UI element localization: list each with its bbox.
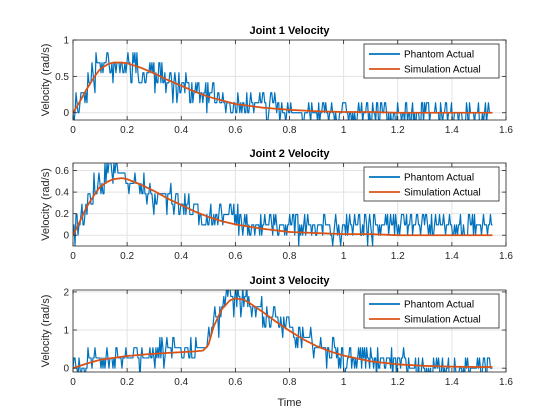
series-line-simulation-actual: [73, 177, 493, 237]
x-tick-label: 0.8: [283, 377, 297, 388]
chart-title: Joint 1 Velocity: [249, 25, 330, 37]
x-tick-label: 0.6: [228, 251, 242, 262]
subplot-3: 0 0.2 0.4 0.6 0.8 1 1.2 1.4 1.6 0 1 2 Joint 3 Veloci…: [40, 275, 513, 409]
legend-box: [363, 293, 500, 329]
series-line-simulation-actual: [73, 61, 493, 114]
x-tick-label: 0.8: [283, 251, 297, 262]
y-tick-label: 1: [63, 36, 69, 47]
legend-entry: Phantom Actual: [404, 300, 474, 311]
x-tick-label: 0.2: [120, 377, 134, 388]
x-tick-label: 1.4: [445, 125, 459, 136]
y-tick-label: 1: [63, 326, 69, 337]
x-tick-label: 0: [70, 125, 76, 136]
x-tick-label: 1.6: [499, 251, 513, 262]
x-tick-label: 0.6: [228, 377, 242, 388]
chart-title: Joint 2 Velocity: [249, 148, 330, 160]
series-group: [73, 163, 493, 246]
x-tick-label: 1.4: [445, 251, 459, 262]
series-group: [73, 52, 493, 120]
legend-entry: Simulation Actual: [404, 315, 481, 326]
y-tick-label: 0: [63, 231, 69, 242]
x-tick-label: 1: [341, 251, 347, 262]
subplot-1: 0 0.2 0.4 0.6 0.8 1 1.2 1.4 1.6 0 0.5 1 Joint 1 Velo…: [40, 25, 513, 136]
legend-box: [363, 166, 500, 202]
y-axis-label: Velocity (rad/s): [40, 168, 52, 241]
x-tick-label: 1.6: [499, 377, 513, 388]
y-tick-label: 0: [63, 108, 69, 119]
x-tick-label: 0.6: [228, 125, 242, 136]
y-tick-label: 0.4: [55, 188, 69, 199]
y-tick-label: 0.6: [55, 166, 69, 177]
x-tick-label: 0: [70, 377, 76, 388]
legend-entry: Phantom Actual: [404, 50, 474, 61]
x-tick-label: 1.2: [391, 377, 405, 388]
x-tick-label: 1.6: [499, 125, 513, 136]
x-tick-label: 1.2: [391, 125, 405, 136]
x-tick-label: 0.4: [174, 125, 188, 136]
x-tick-label: 1: [341, 125, 347, 136]
y-tick-label: 2: [63, 287, 69, 298]
legend: Phantom Actual Simulation Actual: [363, 293, 500, 329]
chart-title: Joint 3 Velocity: [249, 275, 330, 287]
legend-entry: Simulation Actual: [404, 65, 481, 76]
series-group: [73, 290, 493, 372]
series-line-phantom-actual: [73, 290, 493, 372]
y-axis-label: Velocity (rad/s): [40, 44, 52, 117]
x-tick-label: 1.4: [445, 377, 459, 388]
y-tick-label: 0.5: [55, 72, 69, 83]
subplot-2: 0 0.2 0.4 0.6 0.8 1 1.2 1.4 1.6 0 0.2 0.4 0.6 Joint 2…: [40, 148, 513, 262]
x-tick-label: 1.2: [391, 251, 405, 262]
legend-entry: Phantom Actual: [404, 173, 474, 184]
x-tick-label: 0: [70, 251, 76, 262]
x-tick-label: 0.2: [120, 251, 134, 262]
x-tick-label: 0.2: [120, 125, 134, 136]
legend: Phantom Actual Simulation Actual: [363, 166, 500, 202]
legend: Phantom Actual Simulation Actual: [363, 43, 500, 79]
legend-box: [363, 43, 500, 79]
x-tick-label: 1: [341, 377, 347, 388]
x-tick-label: 0.4: [174, 251, 188, 262]
y-axis-label: Velocity (rad/s): [40, 295, 52, 368]
x-axis-label: Time: [277, 397, 301, 409]
y-tick-label: 0: [63, 364, 69, 375]
x-tick-label: 0.4: [174, 377, 188, 388]
series-line-simulation-actual: [73, 297, 493, 370]
series-line-phantom-actual: [73, 52, 493, 120]
x-tick-label: 0.8: [283, 125, 297, 136]
subplots: 0 0.2 0.4 0.6 0.8 1 1.2 1.4 1.6 0 0.5 1 Joint 1 Velo…: [40, 25, 513, 409]
y-tick-label: 0.2: [55, 209, 69, 220]
legend-entry: Simulation Actual: [404, 188, 481, 199]
series-line-phantom-actual: [73, 163, 493, 246]
